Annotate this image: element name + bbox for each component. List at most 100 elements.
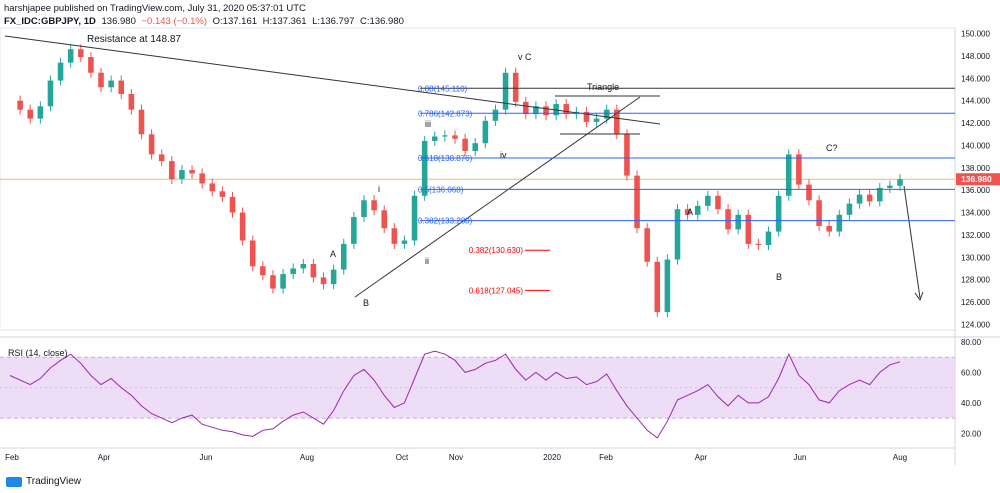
candle-body	[442, 135, 448, 137]
candle-body	[330, 269, 337, 285]
candle-body	[826, 225, 832, 232]
candle-body	[351, 217, 357, 244]
wave-annotation: B	[776, 272, 782, 282]
tradingview-icon	[6, 476, 22, 487]
wave-annotation: Resistance at 148.87	[87, 34, 181, 45]
low-value: L:136.797	[312, 16, 355, 27]
candle-body	[310, 264, 317, 278]
candle-body	[745, 214, 752, 244]
candle-body	[887, 185, 893, 188]
price-tick-label: 150.000	[961, 30, 990, 39]
price-tick-label: 128.000	[961, 276, 990, 285]
wave-annotation: C?	[826, 143, 838, 153]
time-tick-label: Aug	[300, 453, 314, 462]
projection-arrow	[903, 185, 921, 299]
high-value: H:137.361	[262, 16, 307, 27]
candle-body	[644, 228, 650, 262]
candle-body	[705, 195, 711, 206]
symbol-label[interactable]: FX_IDC:GBPJPY, 1D	[4, 16, 96, 27]
candle-body	[583, 111, 590, 122]
candle-body	[452, 135, 458, 139]
wave-annotation: A	[330, 249, 336, 259]
candle-body	[543, 106, 549, 116]
candle-body	[37, 106, 44, 119]
rsi-tick-label: 20.00	[961, 429, 982, 438]
candle-body	[108, 80, 114, 88]
arrow-head-icon	[914, 291, 924, 302]
price-tick-label: 136.000	[961, 186, 990, 195]
candle-body	[47, 80, 54, 107]
candle-body	[239, 212, 246, 241]
candle-body	[684, 209, 691, 215]
candle-body	[654, 261, 661, 313]
fib-target-label: 0.618(127.045)	[469, 286, 524, 295]
support-trendline	[354, 96, 641, 298]
candle-body	[189, 170, 195, 174]
candle-body	[694, 205, 701, 215]
candle-body	[624, 134, 630, 176]
tradingview-logo[interactable]: TradingView	[6, 476, 81, 487]
candle-body	[523, 101, 529, 115]
candle-body	[98, 72, 104, 88]
candle-body	[219, 191, 226, 197]
candle-body	[320, 277, 327, 285]
close-value: C:136.980	[360, 16, 404, 27]
candle-body	[411, 195, 418, 241]
candle-body	[533, 106, 539, 115]
time-tick-label: Oct	[396, 453, 409, 462]
time-tick-label: Nov	[449, 453, 463, 462]
last-price-badge-text: 136.980	[961, 174, 992, 184]
price-tick-label: 148.000	[961, 52, 990, 61]
candle-body	[876, 187, 883, 202]
candle-body	[634, 175, 640, 229]
wave-annotation: ii	[425, 256, 429, 266]
candle-body	[300, 264, 307, 269]
rsi-line	[9, 350, 901, 439]
candle-body	[148, 134, 155, 155]
time-tick-label: Aug	[893, 453, 907, 462]
time-tick-label: Feb	[599, 453, 613, 462]
time-tick-label: Jun	[794, 453, 807, 462]
candle-body	[229, 196, 236, 213]
price-tick-label: 140.000	[961, 141, 990, 150]
candle-body	[371, 200, 377, 211]
candle-body	[290, 268, 296, 275]
price-tick-label: 124.000	[961, 320, 990, 329]
candle-body	[563, 104, 570, 115]
candle-body	[138, 109, 145, 135]
price-tick-label: 132.000	[961, 231, 990, 240]
candle-body	[462, 138, 468, 152]
candle-body	[361, 200, 367, 218]
time-tick-label: 2020	[543, 453, 561, 462]
candle-body	[209, 183, 216, 192]
wave-annotation: v C	[518, 52, 532, 62]
fib-level-label: 0.382(133.280)	[418, 217, 473, 226]
candle-body	[270, 275, 276, 289]
time-tick-label: Apr	[695, 453, 708, 462]
wave-annotation: Triangle	[587, 82, 619, 92]
wave-annotation: A	[687, 207, 693, 217]
candle-body	[169, 161, 175, 179]
candle-body	[674, 209, 681, 260]
candle-body	[57, 62, 64, 81]
candle-body	[158, 154, 165, 162]
candle-body	[846, 203, 853, 215]
rsi-title: RSI (14, close)	[8, 348, 68, 358]
price-tick-label: 134.000	[961, 209, 990, 218]
price-tick-label: 138.000	[961, 164, 990, 173]
time-tick-label: Feb	[5, 453, 19, 462]
candle-body	[775, 195, 782, 232]
candle-body	[856, 194, 863, 204]
candle-body	[806, 184, 812, 201]
chart-header: harshjapee published on TradingView.com,…	[4, 2, 407, 28]
wave-annotation: iv	[500, 150, 507, 160]
candle-body	[88, 57, 94, 73]
price-tick-label: 126.000	[961, 298, 990, 307]
candle-body	[836, 214, 843, 232]
candle-body	[128, 93, 135, 110]
candle-body	[280, 274, 286, 289]
candle-body	[603, 109, 610, 119]
candle-body	[340, 243, 347, 270]
wave-annotation: B	[363, 298, 369, 308]
